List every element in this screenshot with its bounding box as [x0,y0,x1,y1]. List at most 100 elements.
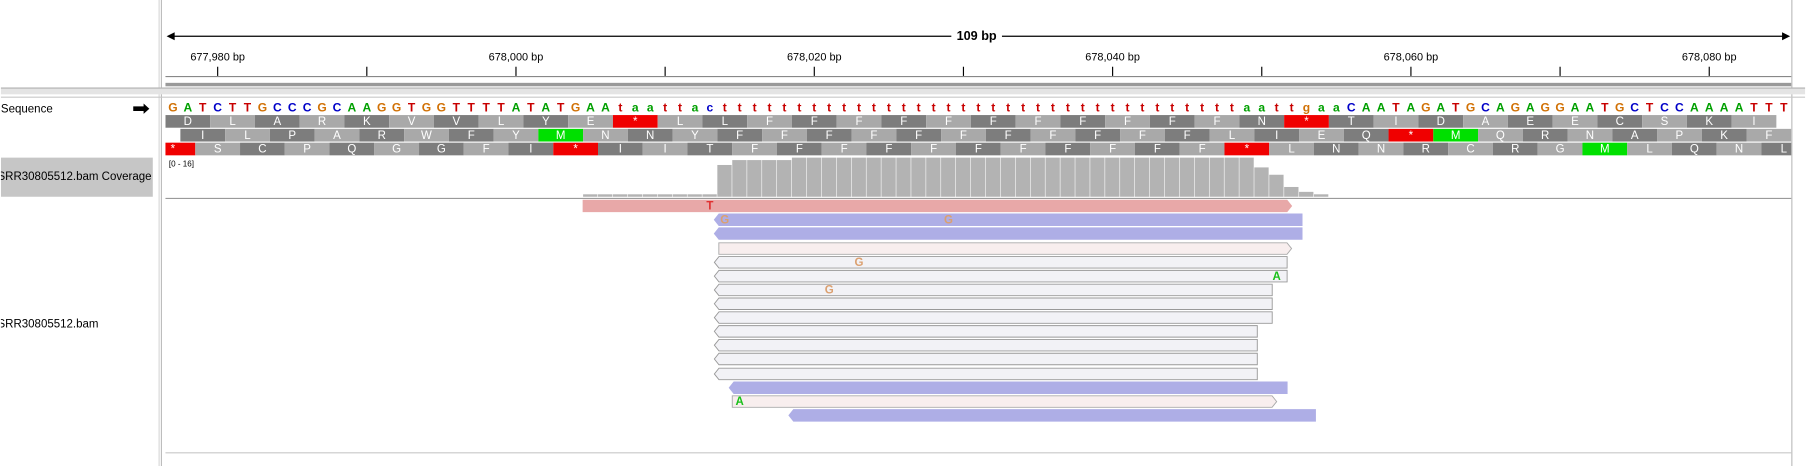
codon [314,128,360,142]
base: A [1377,100,1386,114]
coverage-bar [881,157,896,197]
base: C [273,100,282,114]
base: G [1421,100,1430,114]
base: A [1586,100,1595,114]
amino-acid: M [1600,144,1610,156]
read [713,269,1288,283]
amino-acid: R [1422,144,1430,156]
codon [1239,115,1285,128]
codon [568,115,613,128]
amino-acid: F [1124,116,1131,128]
coverage-bar [955,157,971,197]
base: T [527,100,535,114]
base: T [1392,100,1400,114]
amino-acid: * [1409,130,1414,142]
amino-acid: D [184,116,192,128]
base: A [1436,100,1445,114]
amino-acid: A [1631,130,1639,142]
codon [1120,128,1165,142]
coverage-bar [672,194,687,197]
amino-acid: F [1139,130,1146,142]
track-name[interactable]: SRR30805512.bam [0,319,99,331]
codon [1060,115,1106,128]
amino-acid: Q [1496,130,1505,142]
span-label: 109 bp [957,29,997,43]
codon [1582,142,1628,156]
amino-acid: A [273,116,281,128]
amino-acid: * [171,144,176,156]
amino-acid: G [437,144,446,156]
codon [1075,128,1121,142]
base: T [1601,100,1609,114]
codon [1030,128,1076,142]
tick-label: 678,020 bp [787,51,842,63]
codon [463,142,509,156]
base: a [647,100,654,114]
mismatch: G [855,257,864,269]
codon [538,128,584,142]
codon [1552,115,1598,128]
amino-acid: F [930,144,937,156]
amino-acid: P [1676,130,1684,142]
codon [598,142,643,156]
read [718,242,1293,255]
coverage-bar [747,160,762,197]
span-label-bg [951,27,1002,45]
base: T [199,100,207,114]
amino-acid: Y [542,116,550,128]
read [713,367,1258,381]
amino-acid: I [664,144,667,156]
read [728,381,1288,394]
base: T [1780,100,1788,114]
coverage-range: [0 - 16] [169,160,194,169]
amino-acid: P [288,130,296,142]
base: A [586,100,595,114]
coverage-bar [642,194,658,197]
codon [508,142,554,156]
base: G [1540,100,1549,114]
strand-arrow[interactable] [133,103,150,114]
codon [1627,142,1672,156]
codon [583,128,628,142]
ruler-bar [165,82,1792,87]
base: T [1750,100,1758,114]
base: G [258,100,267,114]
amino-acid: N [1377,144,1385,156]
track-name[interactable]: SRR30805512.bam Coverage [0,171,152,183]
codon [359,128,405,142]
amino-acid: F [1049,130,1056,142]
codon [1433,128,1479,142]
amino-acid: M [1451,130,1461,142]
base: t [1051,100,1055,114]
coverage-bar [970,157,986,197]
base: G [1466,100,1475,114]
coverage-bar [911,157,926,197]
base: G [392,100,401,114]
coverage-bar [836,157,852,197]
codon [1731,115,1777,128]
coverage-bar [896,157,911,197]
amino-acid: D [1437,116,1445,128]
codon [1045,142,1091,156]
track-name[interactable]: Sequence [1,103,53,115]
amino-acid: N [1258,116,1266,128]
coverage-bar [1284,186,1299,197]
amino-acid: L [677,116,684,128]
codon [1642,115,1687,128]
coverage-bar [1269,174,1284,197]
codon [821,142,867,156]
coverage-bar [851,157,866,197]
codon [672,128,718,142]
base: C [1660,100,1669,114]
codon [1209,128,1255,142]
amino-acid: F [1154,144,1161,156]
base: t [753,100,757,114]
coverage-bar [1060,157,1075,197]
coverage-bar [1105,157,1120,197]
coverage-bar [1164,157,1180,197]
codon [627,128,673,142]
base: G [168,100,177,114]
base: C [1481,100,1490,114]
coverage-bar [821,157,837,197]
